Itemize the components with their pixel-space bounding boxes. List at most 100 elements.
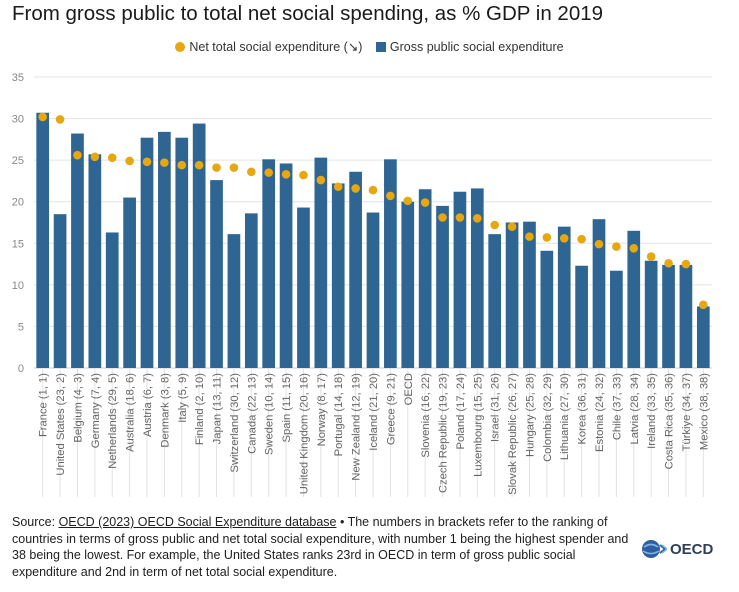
bar-gross bbox=[210, 180, 223, 368]
x-category-label: Netherlands (29, 5) bbox=[107, 373, 119, 469]
legend-square-icon bbox=[375, 42, 386, 52]
oecd-logo[interactable]: OECD bbox=[641, 537, 713, 561]
x-category-label: Portugal (14, 18) bbox=[333, 373, 345, 457]
bar-gross bbox=[696, 306, 710, 368]
dot-net bbox=[177, 160, 187, 170]
x-category-label: Chile (37, 33) bbox=[611, 373, 623, 440]
x-category-label: Denmark (3, 8) bbox=[159, 373, 171, 448]
bar-gross bbox=[36, 112, 50, 368]
x-category-label: Latvia (28, 34) bbox=[629, 373, 641, 445]
x-category-label: Slovenia (16, 22) bbox=[420, 373, 432, 458]
bar-gross bbox=[244, 213, 258, 368]
bar-gross bbox=[331, 183, 345, 368]
x-category-label: Spain (11, 15) bbox=[281, 373, 293, 443]
dot-net bbox=[507, 222, 517, 231]
bar-gross bbox=[314, 157, 328, 368]
x-category-label: Germany (7, 4) bbox=[90, 373, 102, 449]
bar-gross bbox=[71, 133, 84, 368]
dot-net bbox=[368, 185, 378, 195]
x-category-label: United Kingdom (20, 16) bbox=[298, 373, 310, 495]
x-category-label: Canada (22, 13) bbox=[246, 373, 258, 454]
dot-net bbox=[473, 214, 482, 223]
dot-net bbox=[333, 182, 343, 192]
dot-net bbox=[542, 233, 552, 242]
bar-gross bbox=[453, 191, 467, 368]
x-category-label: Poland (17, 24) bbox=[455, 373, 467, 450]
source-prefix: Source: bbox=[12, 515, 59, 529]
footer-note: Source: OECD (2023) OECD Social Expendit… bbox=[12, 514, 634, 580]
x-category-label: New Zealand (12, 19) bbox=[351, 373, 363, 481]
x-category-label: Finland (2, 10) bbox=[194, 373, 206, 445]
bar-gross bbox=[592, 219, 606, 368]
dot-net bbox=[55, 115, 65, 124]
bar-gross bbox=[158, 131, 171, 368]
bar-gross bbox=[436, 205, 449, 368]
x-category-label: Switzerland (30, 12) bbox=[229, 373, 241, 473]
dot-net bbox=[386, 191, 395, 201]
bar-gross bbox=[384, 159, 397, 368]
x-category-label: Italy (5, 9) bbox=[177, 373, 189, 423]
legend-item-net[interactable]: Net total social expenditure (↘) bbox=[175, 39, 362, 54]
bar-gross bbox=[279, 163, 293, 368]
oecd-globe-icon bbox=[642, 540, 667, 558]
dot-net bbox=[316, 175, 326, 185]
bar-gross bbox=[140, 137, 154, 368]
source-link[interactable]: OECD (2023) OECD Social Expenditure data… bbox=[58, 515, 337, 529]
bar-gross bbox=[227, 234, 241, 368]
dot-net bbox=[490, 220, 499, 230]
dot-net bbox=[420, 198, 430, 207]
y-tick-label: 20 bbox=[12, 197, 24, 209]
y-tick-label: 0 bbox=[18, 363, 24, 375]
dot-net bbox=[212, 163, 221, 172]
x-category-label: Japan (13, 11) bbox=[212, 373, 224, 445]
dot-net bbox=[73, 150, 82, 160]
x-category-label: Estonia (24, 32) bbox=[594, 373, 606, 452]
x-category-label: Hungary (25, 28) bbox=[524, 373, 536, 457]
x-category-label: Costa Rica (35, 36) bbox=[664, 373, 676, 470]
bar-gross bbox=[610, 270, 623, 368]
x-category-label: France (1, 1) bbox=[38, 373, 50, 437]
dot-net bbox=[699, 300, 708, 310]
dot-net bbox=[125, 156, 134, 166]
bar-gross bbox=[366, 212, 380, 368]
dot-net bbox=[299, 170, 308, 180]
chart-title: From gross public to total net social sp… bbox=[12, 2, 604, 25]
legend-item-gross[interactable]: Gross public social expenditure bbox=[375, 40, 564, 54]
bar-gross bbox=[488, 234, 502, 368]
y-tick-label: 30 bbox=[12, 114, 24, 126]
dot-net bbox=[90, 152, 100, 162]
dot-net bbox=[229, 163, 239, 172]
dot-net bbox=[247, 167, 256, 177]
y-tick-label: 35 bbox=[12, 72, 24, 84]
bar-gross bbox=[297, 207, 310, 368]
chart-svg: 0 5 10 15 20 25 30 35 France (1, 1) United States… bbox=[12, 72, 712, 497]
dot-net bbox=[594, 239, 604, 249]
dot-net bbox=[664, 258, 673, 268]
dot-net bbox=[281, 169, 291, 179]
bar-gross bbox=[105, 232, 119, 368]
legend: Net total social expenditure (↘) Gross p… bbox=[0, 39, 739, 54]
bar-gross bbox=[401, 201, 415, 368]
y-tick-label: 10 bbox=[12, 280, 24, 292]
dot-net bbox=[160, 158, 169, 167]
x-category-label: OECD bbox=[403, 373, 415, 405]
bar-gross bbox=[192, 123, 206, 368]
x-category-label: Austria (6, 7) bbox=[142, 373, 154, 437]
bar-gross bbox=[557, 226, 571, 368]
oecd-logo-text: OECD bbox=[670, 540, 714, 558]
dot-net bbox=[38, 112, 47, 122]
dot-net bbox=[681, 259, 691, 269]
x-category-label: Czech Republic (19, 23) bbox=[438, 373, 450, 493]
dot-net bbox=[646, 252, 656, 261]
x-category-label: Norway (8, 17) bbox=[316, 373, 328, 447]
dot-net bbox=[559, 233, 569, 243]
bar-gross bbox=[540, 250, 554, 368]
bar-gross bbox=[662, 264, 675, 368]
x-category-label: Ireland (33, 35) bbox=[646, 373, 658, 449]
bar-gross bbox=[123, 197, 136, 368]
dot-net bbox=[142, 157, 152, 167]
bar-gross bbox=[644, 260, 658, 368]
bar-gross bbox=[88, 154, 102, 368]
x-category-label: United States (23, 2) bbox=[55, 373, 67, 476]
dot-net bbox=[629, 243, 639, 253]
